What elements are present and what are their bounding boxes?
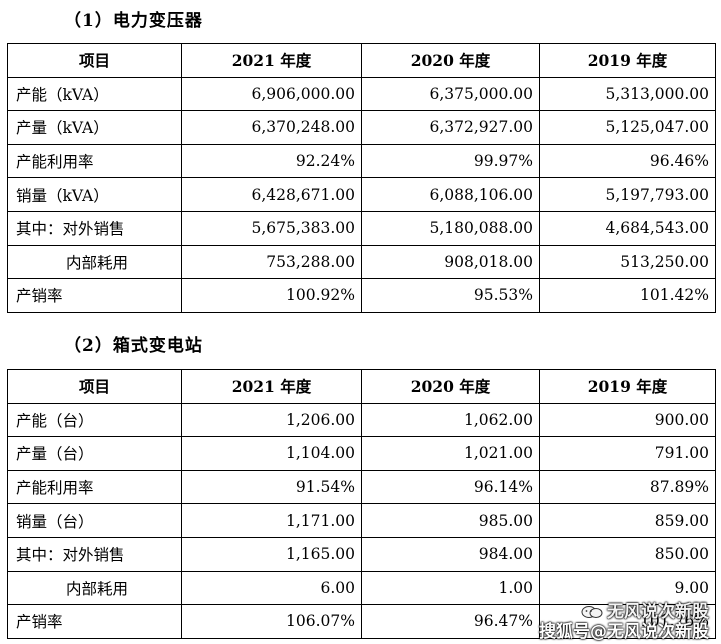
value-2019: 101.42%	[539, 278, 716, 313]
value-2020: 6,375,000.00	[361, 76, 540, 112]
value-2019: 5,125,047.00	[539, 110, 716, 145]
value-2021: 1,165.00	[181, 536, 362, 572]
value-2021: 92.24%	[181, 143, 362, 179]
value-2019: 87.89%	[539, 469, 716, 505]
row-label: 产量（kVA）	[7, 110, 182, 145]
value-2020: 985.00	[361, 503, 540, 538]
value-2020: 984.00	[361, 536, 540, 572]
header-2021: 2021 年度	[181, 43, 362, 78]
row-label: 内部耗用	[7, 244, 182, 280]
row-label: 其中：对外销售	[7, 536, 182, 572]
value-2020: 908,018.00	[361, 244, 540, 280]
wechat-icon	[581, 606, 603, 618]
table-row: 产量（kVA） 6,370,248.00 6,372,927.00 5,125,…	[7, 110, 716, 145]
value-2021: 753,288.00	[181, 244, 362, 280]
value-2019: 96.46%	[539, 143, 716, 179]
row-label: 销量（kVA）	[7, 177, 182, 212]
table-row: 产能利用率 92.24% 99.97% 96.46%	[7, 143, 716, 179]
row-label: 产销率	[7, 604, 182, 639]
value-2019: 101.76%	[539, 604, 716, 639]
value-2020: 96.14%	[361, 469, 540, 505]
value-2021: 91.54%	[181, 469, 362, 505]
watermark-line2: 搜狐号@无风说次新股	[539, 622, 709, 642]
value-2020: 6,088,106.00	[361, 177, 540, 212]
header-2019: 2019 年度	[539, 369, 716, 404]
value-2019: 850.00	[539, 536, 716, 572]
value-2021: 5,675,383.00	[181, 210, 362, 246]
table-row: 销量（台） 1,171.00 985.00 859.00	[7, 503, 716, 538]
table-row: 产销率 100.92% 95.53% 101.42%	[7, 278, 716, 313]
table-power-transformer: 项目 2021 年度 2020 年度 2019 年度 产能（kVA） 6,906…	[7, 43, 716, 313]
section-title-box-substation: （2）箱式变电站	[64, 336, 203, 356]
row-label: 产销率	[7, 278, 182, 313]
table-row: 内部耗用 6.00 1.00 9.00	[7, 570, 716, 606]
value-2019: 791.00	[539, 436, 716, 471]
value-2021: 6.00	[181, 570, 362, 606]
table-row: 内部耗用 753,288.00 908,018.00 513,250.00	[7, 244, 716, 280]
table-row: 产能（kVA） 6,906,000.00 6,375,000.00 5,313,…	[7, 76, 716, 112]
header-item: 项目	[7, 369, 182, 404]
row-label: 产量（台）	[7, 436, 182, 471]
table-row: 其中：对外销售 5,675,383.00 5,180,088.00 4,684,…	[7, 210, 716, 246]
value-2019: 9.00	[539, 570, 716, 606]
row-label: 内部耗用	[7, 570, 182, 606]
row-label: 产能（kVA）	[7, 76, 182, 112]
row-label: 产能（台）	[7, 402, 182, 438]
value-2020: 1.00	[361, 570, 540, 606]
row-label: 销量（台）	[7, 503, 182, 538]
value-2021: 6,370,248.00	[181, 110, 362, 145]
value-2019: 513,250.00	[539, 244, 716, 280]
section-title-power-transformer: （1）电力变压器	[64, 11, 203, 31]
table-row: 其中：对外销售 1,165.00 984.00 850.00	[7, 536, 716, 572]
value-2021: 1,206.00	[181, 402, 362, 438]
value-2020: 5,180,088.00	[361, 210, 540, 246]
value-2021: 6,428,671.00	[181, 177, 362, 212]
header-2019: 2019 年度	[539, 43, 716, 78]
watermark-top: 无风说次新股	[539, 602, 709, 622]
value-2021: 106.07%	[181, 604, 362, 639]
value-2021: 6,906,000.00	[181, 76, 362, 112]
watermark: 无风说次新股 搜狐号@无风说次新股	[539, 602, 709, 642]
header-2021: 2021 年度	[181, 369, 362, 404]
value-2020: 1,062.00	[361, 402, 540, 438]
header-2020: 2020 年度	[361, 43, 540, 78]
row-label: 其中：对外销售	[7, 210, 182, 246]
row-label: 产能利用率	[7, 469, 182, 505]
row-label: 产能利用率	[7, 143, 182, 179]
table-row: 产销率 106.07% 96.47% 101.76%	[7, 604, 716, 639]
value-2020: 1,021.00	[361, 436, 540, 471]
value-2021: 1,104.00	[181, 436, 362, 471]
value-2020: 6,372,927.00	[361, 110, 540, 145]
value-2020: 95.53%	[361, 278, 540, 313]
value-2019: 5,313,000.00	[539, 76, 716, 112]
value-2019: 900.00	[539, 402, 716, 438]
table-row: 产能（台） 1,206.00 1,062.00 900.00	[7, 402, 716, 438]
table-row: 销量（kVA） 6,428,671.00 6,088,106.00 5,197,…	[7, 177, 716, 212]
table-box-substation: 项目 2021 年度 2020 年度 2019 年度 产能（台） 1,206.0…	[7, 369, 716, 639]
value-2019: 859.00	[539, 503, 716, 538]
table-header-row: 项目 2021 年度 2020 年度 2019 年度	[7, 369, 716, 404]
value-2021: 100.92%	[181, 278, 362, 313]
table-header-row: 项目 2021 年度 2020 年度 2019 年度	[7, 43, 716, 78]
header-item: 项目	[7, 43, 182, 78]
table-row: 产量（台） 1,104.00 1,021.00 791.00	[7, 436, 716, 471]
value-2019: 4,684,543.00	[539, 210, 716, 246]
watermark-line1: 无风说次新股	[607, 602, 709, 622]
value-2020: 96.47%	[361, 604, 540, 639]
table-row: 产能利用率 91.54% 96.14% 87.89%	[7, 469, 716, 505]
header-2020: 2020 年度	[361, 369, 540, 404]
value-2019: 5,197,793.00	[539, 177, 716, 212]
value-2021: 1,171.00	[181, 503, 362, 538]
value-2020: 99.97%	[361, 143, 540, 179]
